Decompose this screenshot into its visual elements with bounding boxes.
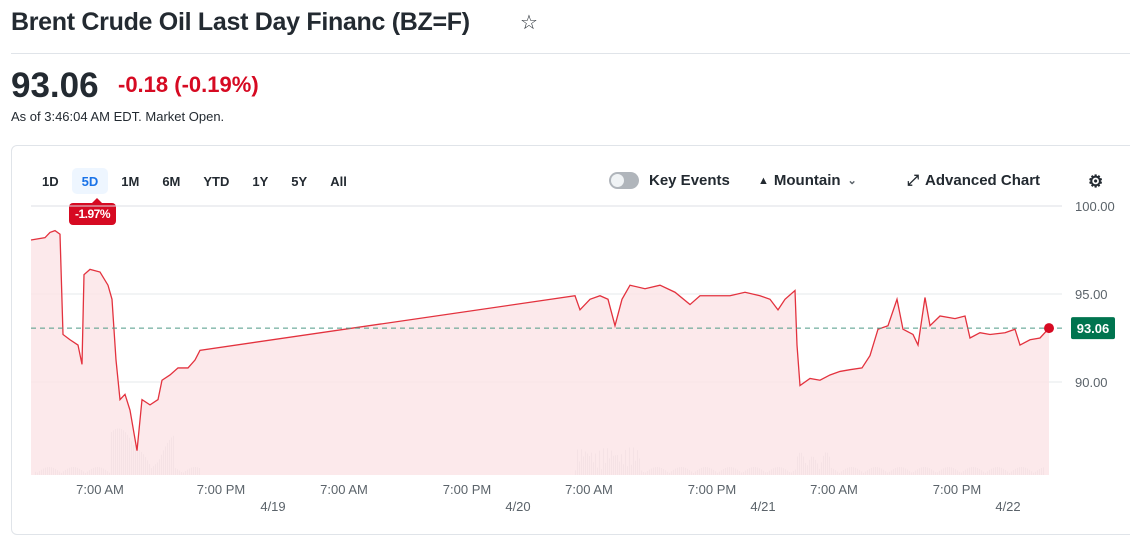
price-line [30,229,1050,451]
gear-icon[interactable]: ⚙ [1088,172,1104,191]
change-value: -0.18 [118,72,169,97]
y-tick-label: 90.00 [1075,375,1108,390]
area-fill [31,230,1049,475]
chevron-down-icon: ⌄ [847,175,857,187]
last-price-dot [1044,323,1054,334]
advanced-chart-label: Advanced Chart [925,172,1041,189]
tab-6m[interactable]: 6M [162,174,181,189]
change-percent: (-0.19%) [174,72,259,97]
key-events-toggle[interactable]: Key Events [609,172,730,189]
x-tick-label: 4/21 [750,499,775,514]
y-tick-label: 95.00 [1075,287,1108,302]
page-title: Brent Crude Oil Last Day Financ (BZ=F) [11,8,470,36]
x-tick-label: 7:00 AM [76,482,124,497]
tab-all[interactable]: All [330,174,347,189]
last-price-label: 93.06 [1077,321,1110,336]
divider [11,53,1130,54]
price-change: -0.18 (-0.19%) [118,72,259,98]
advanced-chart-button[interactable]: ⤢ Advanced Chart [907,172,1040,189]
star-icon[interactable]: ☆ [520,12,538,34]
expand-icon: ⤢ [907,172,920,189]
tab-5d[interactable]: 5D [71,168,109,194]
tab-1y[interactable]: 1Y [252,174,269,189]
chart-type-dropdown[interactable]: ▲ Mountain ⌄ [758,172,857,189]
y-tick-label: 100.00 [1075,199,1115,214]
x-tick-label: 7:00 PM [688,482,736,497]
last-price-tag [1071,317,1115,340]
current-price: 93.06 [11,66,99,105]
x-tick-label: 7:00 PM [443,482,491,497]
x-tick-label: 4/20 [505,499,530,514]
range-tabs: 1D 5D 1M 6M YTD 1Y 5Y All [32,168,360,194]
x-tick-label: 7:00 PM [933,482,981,497]
as-of-text: As of 3:46:04 AM EDT. Market Open. [11,109,225,124]
mountain-icon: ▲ [758,174,769,187]
x-tick-label: 4/19 [260,499,285,514]
key-events-label: Key Events [649,172,730,189]
x-tick-label: 7:00 PM [197,482,245,497]
range-change-badge: -1.97% [69,198,117,225]
price-chart[interactable]: 100.00 95.00 90.00 93.06 7:00 AM 7:00 PM 4/19 7… [0,0,1130,519]
x-tick-label: 7:00 AM [320,482,368,497]
chart-type-label: Mountain [773,172,841,189]
x-tick-label: 7:00 AM [810,482,858,497]
tab-1m[interactable]: 1M [121,174,140,189]
tab-ytd[interactable]: YTD [203,174,230,189]
x-tick-label: 7:00 AM [565,482,613,497]
x-tick-label: 4/22 [995,499,1020,514]
tab-1d[interactable]: 1D [42,174,59,189]
toggle-switch[interactable] [609,172,639,189]
tab-5y[interactable]: 5Y [291,174,308,189]
